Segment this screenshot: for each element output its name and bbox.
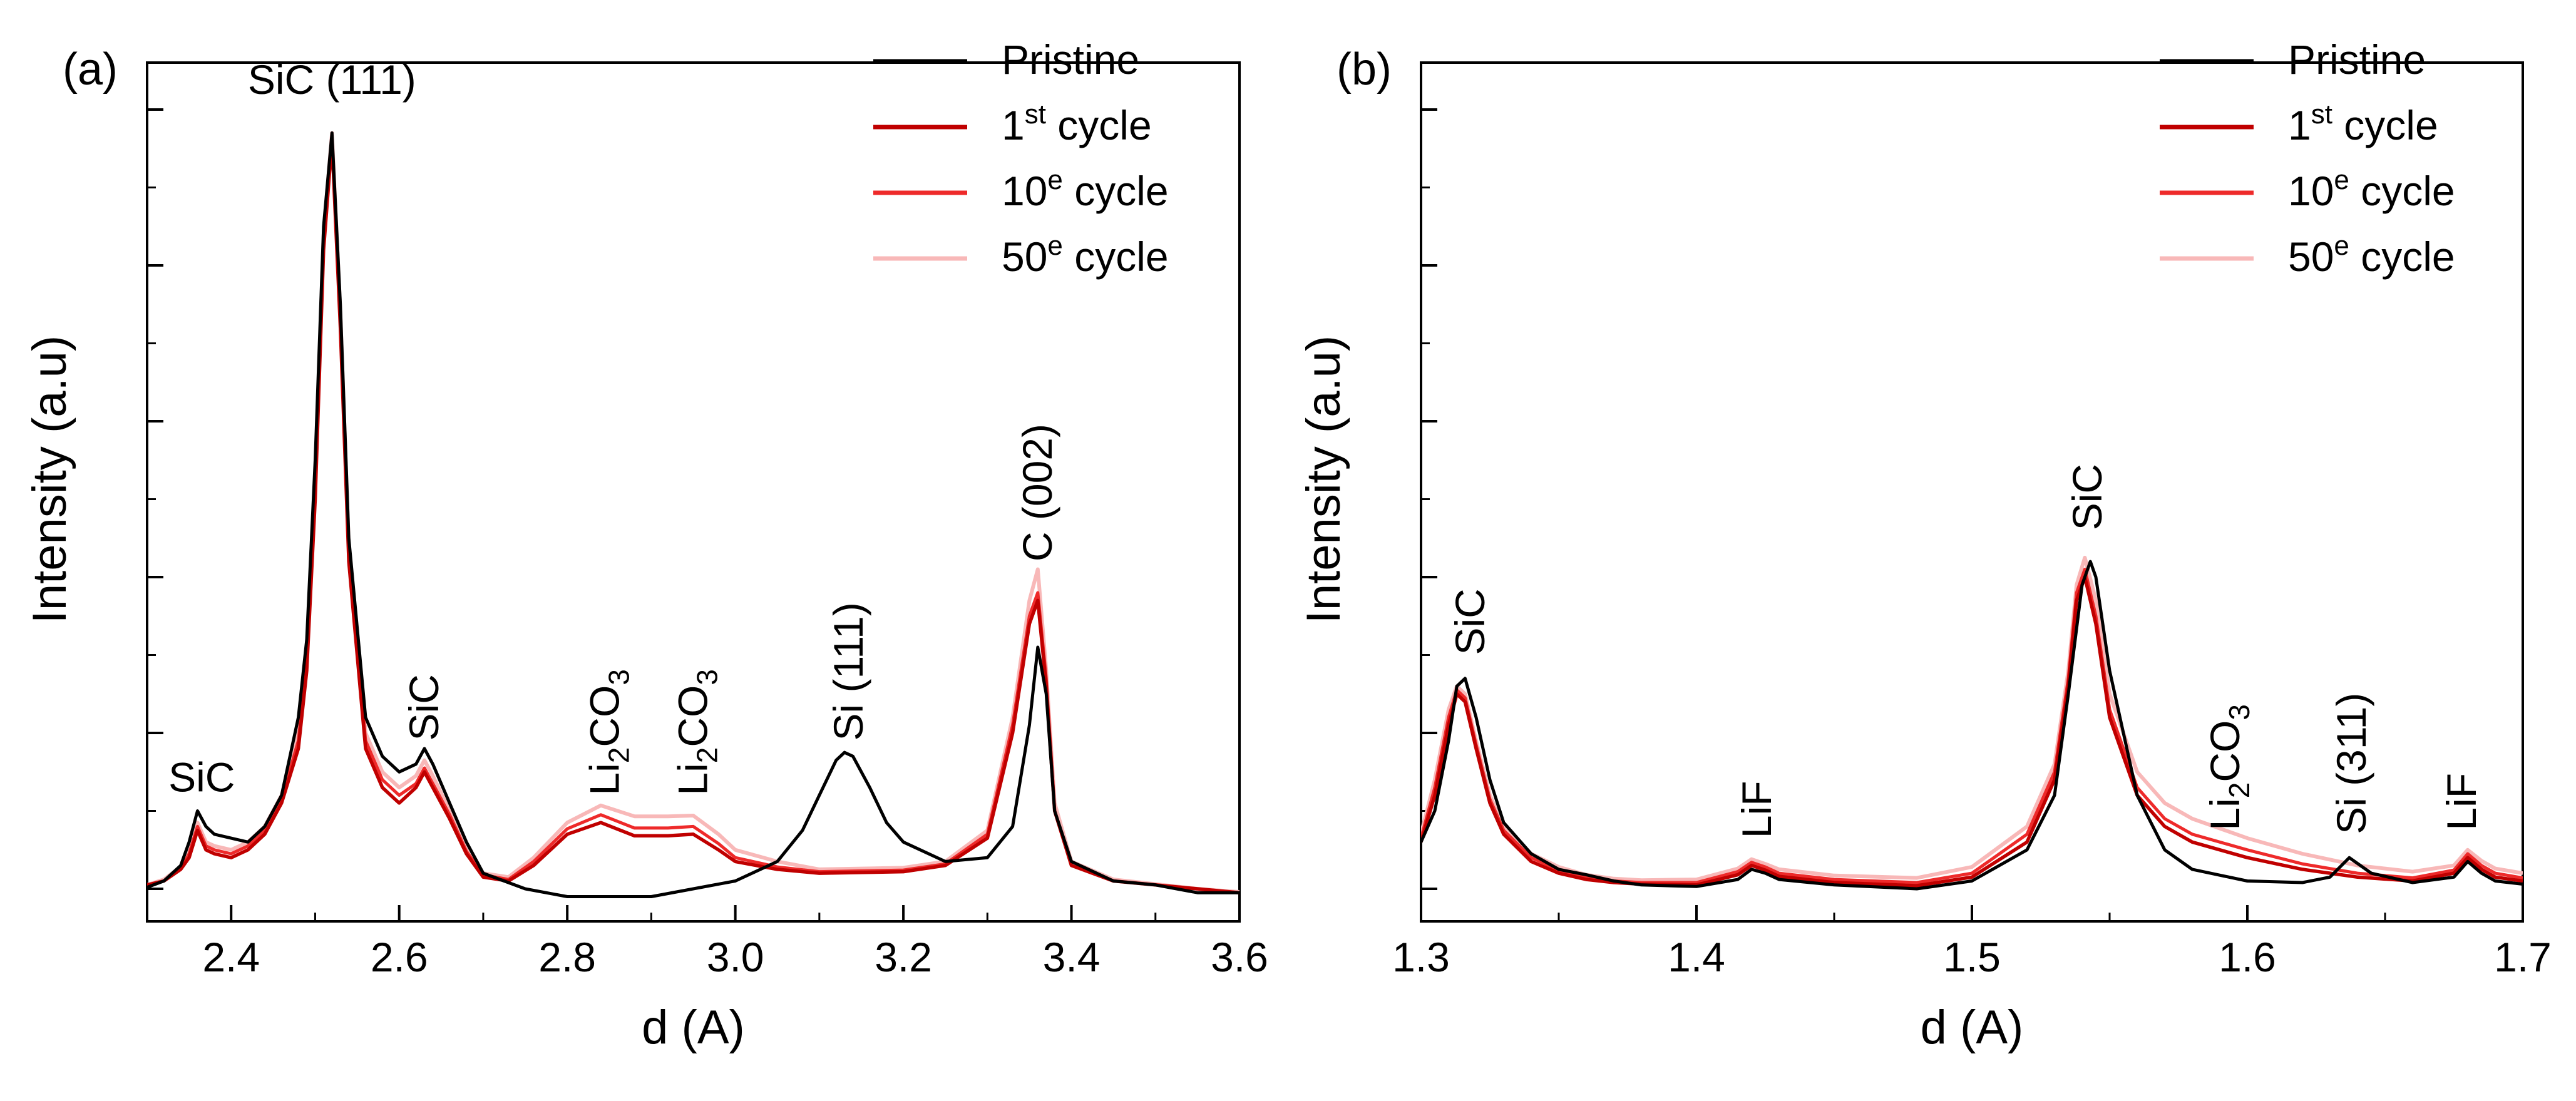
legend-entry: 10e cycle	[2288, 165, 2455, 214]
x-tick-label: 3.4	[1043, 934, 1101, 980]
panel-a: 2.4 2.6 2.8 3.0 3.2 3.4 3.6 d (A) Intensity (a.u…	[23, 36, 1268, 1054]
x-tick-label: 2.6	[371, 934, 428, 980]
legend-label: 50	[1002, 233, 1047, 280]
legend-label: 1	[2288, 102, 2311, 148]
peak-label-tail: CO	[582, 685, 628, 747]
legend-entry: Pristine	[2288, 36, 2426, 83]
peak-label-text: SiC	[401, 674, 447, 740]
legend-label: Pristine	[1002, 36, 1139, 83]
peak-label-sub: 2	[603, 747, 635, 764]
legend-suffix: cycle	[2349, 168, 2455, 214]
peak-label-sub: 2	[2223, 782, 2255, 799]
peak-label-text: Li	[670, 763, 716, 795]
peak-label: C (002)	[1014, 424, 1060, 561]
peak-label: Li2CO3	[2202, 704, 2255, 831]
legend-entry: 50e cycle	[2288, 230, 2455, 280]
legend-suffix: cycle	[2349, 233, 2455, 280]
x-axis-title: d (A)	[642, 1001, 745, 1054]
y-axis-title: Intensity (a.u)	[1297, 335, 1350, 623]
x-tick-label: 1.6	[2219, 934, 2276, 980]
legend-sup: e	[2334, 230, 2349, 261]
legend-entry: 50e cycle	[1002, 230, 1169, 280]
peak-label: Li2CO3	[582, 669, 635, 796]
legend-suffix: cycle	[1063, 233, 1169, 280]
peak-label: SiC (111)	[248, 56, 416, 103]
peak-label-text: Li	[582, 763, 628, 795]
peak-label-text: C (002)	[1014, 424, 1060, 561]
peak-label: SiC	[401, 674, 447, 740]
peak-label-text: Si (111)	[825, 602, 871, 740]
legend-entry: 10e cycle	[1002, 165, 1169, 214]
series-line-1st-cycle	[147, 139, 1239, 894]
peak-label-text: LiF	[2438, 773, 2485, 831]
peak-label-text: SiC	[1447, 588, 1493, 655]
y-axis-title: Intensity (a.u)	[23, 335, 76, 623]
peak-label-text: Si (311)	[2328, 693, 2374, 834]
legend-entry: 1st cycle	[2288, 99, 2438, 148]
peak-label-tail: CO	[2202, 720, 2248, 782]
legend-label: 10	[1002, 168, 1047, 214]
peak-label: Li2CO3	[670, 669, 724, 796]
plot-frame	[146, 61, 1241, 923]
panel-label: (a)	[63, 44, 118, 95]
peak-label-tail: CO	[670, 685, 716, 747]
series-line-1st-cycle	[1421, 575, 2523, 888]
x-axis-title: d (A)	[1921, 1001, 2024, 1054]
x-tick-label: 1.4	[1668, 934, 1725, 980]
x-tick-label: 1.5	[1943, 934, 2001, 980]
peak-label-text: SiC	[2064, 464, 2110, 530]
panel-label: (b)	[1337, 44, 1392, 95]
legend-sup: e	[1047, 165, 1062, 195]
x-tick-label: 3.6	[1211, 934, 1268, 980]
x-tick-label: 1.3	[1392, 934, 1450, 980]
legend-sup: st	[1025, 99, 1046, 130]
x-tick-label: 2.4	[202, 934, 260, 980]
legend-entry: 1st cycle	[1002, 99, 1152, 148]
x-tick-label: 3.2	[875, 934, 932, 980]
peak-label-sub: 3	[603, 669, 635, 685]
x-tick-label: 3.0	[707, 934, 764, 980]
peak-label: SiC	[2064, 464, 2110, 530]
legend-label: 50	[2288, 233, 2334, 280]
legend-entry: Pristine	[1002, 36, 1139, 83]
peak-label-sub: 3	[2223, 704, 2255, 720]
series-line-pristine	[1421, 560, 2523, 891]
peak-label: Si (311)	[2328, 693, 2374, 834]
legend-label: 1	[1002, 102, 1025, 148]
panel-b: 1.3 1.4 1.5 1.6 1.7 d (A) Intensity (a.u) (b) Pr…	[1297, 36, 2552, 1054]
series-line-50e-cycle	[1421, 555, 2523, 883]
peak-label: LiF	[2438, 773, 2485, 831]
legend-label: 10	[2288, 168, 2334, 214]
peak-label: SiC	[168, 754, 235, 800]
x-tick-label: 2.8	[538, 934, 596, 980]
legend-suffix: cycle	[1063, 168, 1169, 214]
peak-label-text: LiF	[1733, 781, 1780, 838]
legend-suffix: cycle	[1046, 102, 1152, 148]
legend-sup: e	[1047, 230, 1062, 261]
legend-suffix: cycle	[2332, 102, 2438, 148]
peak-label-sub: 3	[691, 669, 724, 685]
series-line-pristine	[147, 131, 1239, 898]
peak-label-text: SiC	[168, 754, 235, 800]
legend-sup: e	[2334, 165, 2349, 195]
peak-label: SiC	[1447, 588, 1493, 655]
legend-sup: st	[2311, 99, 2332, 130]
peak-label-text: Li	[2202, 798, 2248, 830]
peak-label-sub: 2	[691, 747, 724, 764]
peak-label: Si (111)	[825, 602, 871, 740]
peak-label: LiF	[1733, 781, 1780, 838]
x-tick-label: 1.7	[2494, 934, 2552, 980]
legend-label: Pristine	[2288, 36, 2426, 83]
peak-label-text: SiC (111)	[248, 56, 416, 103]
